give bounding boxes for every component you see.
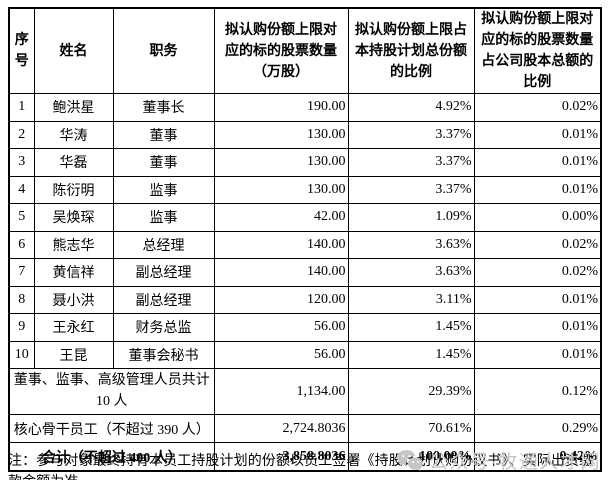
table-row: 4 陈衍明 监事 130.00 3.37% 0.01% [8,175,602,204]
summary-shares: 1,134.00 [213,368,349,415]
cell-capital-pct: 0.01% [473,120,602,149]
cell-plan-pct: 1.09% [347,203,475,232]
cell-name: 聂小洪 [33,285,114,314]
cell-shares: 130.00 [213,148,349,177]
total-shares: 3,858.8036 [213,442,349,472]
cell-capital-pct: 0.00% [473,203,602,232]
table-row: 3 华磊 董事 130.00 3.37% 0.01% [8,148,602,177]
table-row: 8 聂小洪 副总经理 120.00 3.11% 0.01% [8,285,602,314]
cell-no: 5 [8,203,35,232]
cell-capital-pct: 0.01% [473,313,602,342]
cell-title: 副总经理 [112,285,215,314]
cell-plan-pct: 3.63% [347,258,475,287]
cell-shares: 56.00 [213,313,349,342]
table-row: 9 王永红 财务总监 56.00 1.45% 0.01% [8,313,602,342]
cell-title: 监事 [112,175,215,204]
cell-capital-pct: 0.01% [473,340,602,369]
cell-capital-pct: 0.01% [473,175,602,204]
cell-name: 王昆 [33,340,114,369]
summary-capital-pct: 0.12% [473,368,602,415]
summary-plan-pct: 70.61% [347,414,475,443]
table-row: 10 王昆 董事会秘书 56.00 1.45% 0.01% [8,340,602,369]
cell-title: 董事会秘书 [112,340,215,369]
table-row: 7 黄信祥 副总经理 140.00 3.63% 0.02% [8,258,602,287]
header-shares: 拟认购份额上限对 应的标的股票数量 （万股） [213,7,349,94]
cell-no: 6 [8,230,35,259]
table-row: 1 鲍洪星 董事长 190.00 4.92% 0.02% [8,93,602,122]
header-capital-pct: 拟认购份额上限对 应的标的股票数量 占公司股本总额的 比例 [473,7,602,94]
cell-plan-pct: 3.37% [347,175,475,204]
cell-name: 鲍洪星 [33,93,114,122]
cell-capital-pct: 0.02% [473,258,602,287]
total-row: 合计（不超过 400 人） 3,858.8036 100.00% 0.42% [8,442,602,472]
table-row: 6 熊志华 总经理 140.00 3.63% 0.02% [8,230,602,259]
summary-row-core-staff: 核心骨干员工（不超过 390 人） 2,724.8036 70.61% 0.29… [8,414,602,443]
cell-title: 董事长 [112,93,215,122]
summary-capital-pct: 0.29% [473,414,602,443]
cell-shares: 130.00 [213,120,349,149]
cell-no: 10 [8,340,35,369]
table-row: 2 华涛 董事 130.00 3.37% 0.01% [8,120,602,149]
header-no: 序 号 [8,7,35,94]
cell-name: 华涛 [33,120,114,149]
header-title: 职务 [112,7,215,94]
total-label: 合计（不超过 400 人） [8,442,215,472]
cell-name: 华磊 [33,148,114,177]
cell-name: 吴焕琛 [33,203,114,232]
summary-label: 董事、监事、高级管理人员共计 10 人 [8,368,215,415]
cell-capital-pct: 0.01% [473,285,602,314]
cell-plan-pct: 3.37% [347,148,475,177]
summary-plan-pct: 29.39% [347,368,475,415]
table-row: 5 吴焕琛 监事 42.00 1.09% 0.00% [8,203,602,232]
cell-capital-pct: 0.02% [473,93,602,122]
table-header: 序 号 姓名 职务 拟认购份额上限对 应的标的股票数量 （万股） 拟认购份额上限… [8,7,602,94]
cell-title: 副总经理 [112,258,215,287]
cell-title: 董事 [112,120,215,149]
cell-shares: 42.00 [213,203,349,232]
cell-plan-pct: 3.37% [347,120,475,149]
cell-no: 1 [8,93,35,122]
cell-no: 3 [8,148,35,177]
total-capital-pct: 0.42% [473,442,602,472]
cell-name: 熊志华 [33,230,114,259]
cell-shares: 120.00 [213,285,349,314]
cell-name: 陈衍明 [33,175,114,204]
cell-shares: 140.00 [213,258,349,287]
cell-capital-pct: 0.01% [473,148,602,177]
cell-title: 财务总监 [112,313,215,342]
cell-title: 总经理 [112,230,215,259]
header-name: 姓名 [33,7,114,94]
shareholding-plan-table: 序 号 姓名 职务 拟认购份额上限对 应的标的股票数量 （万股） 拟认购份额上限… [8,7,602,472]
header-plan-pct: 拟认购份额上限占 本持股计划总份额 的比例 [347,7,475,94]
cell-plan-pct: 1.45% [347,313,475,342]
cell-shares: 140.00 [213,230,349,259]
cell-name: 王永红 [33,313,114,342]
summary-row-executives: 董事、监事、高级管理人员共计 10 人 1,134.00 29.39% 0.12… [8,368,602,415]
cell-shares: 190.00 [213,93,349,122]
cell-no: 9 [8,313,35,342]
cell-shares: 56.00 [213,340,349,369]
cell-no: 4 [8,175,35,204]
cell-plan-pct: 4.92% [347,93,475,122]
cell-plan-pct: 3.63% [347,230,475,259]
cell-name: 黄信祥 [33,258,114,287]
cell-title: 监事 [112,203,215,232]
cell-plan-pct: 3.11% [347,285,475,314]
cell-plan-pct: 1.45% [347,340,475,369]
cell-title: 董事 [112,148,215,177]
summary-shares: 2,724.8036 [213,414,349,443]
cell-no: 7 [8,258,35,287]
cell-shares: 130.00 [213,175,349,204]
footnote: 注：参与对象最终持有本员工持股计划的份额以员工签署《持股计划认购协议书》、实际出… [8,454,594,480]
cell-capital-pct: 0.02% [473,230,602,259]
cell-no: 2 [8,120,35,149]
cell-no: 8 [8,285,35,314]
summary-label: 核心骨干员工（不超过 390 人） [8,414,215,443]
header-row: 序 号 姓名 职务 拟认购份额上限对 应的标的股票数量 （万股） 拟认购份额上限… [8,7,602,94]
